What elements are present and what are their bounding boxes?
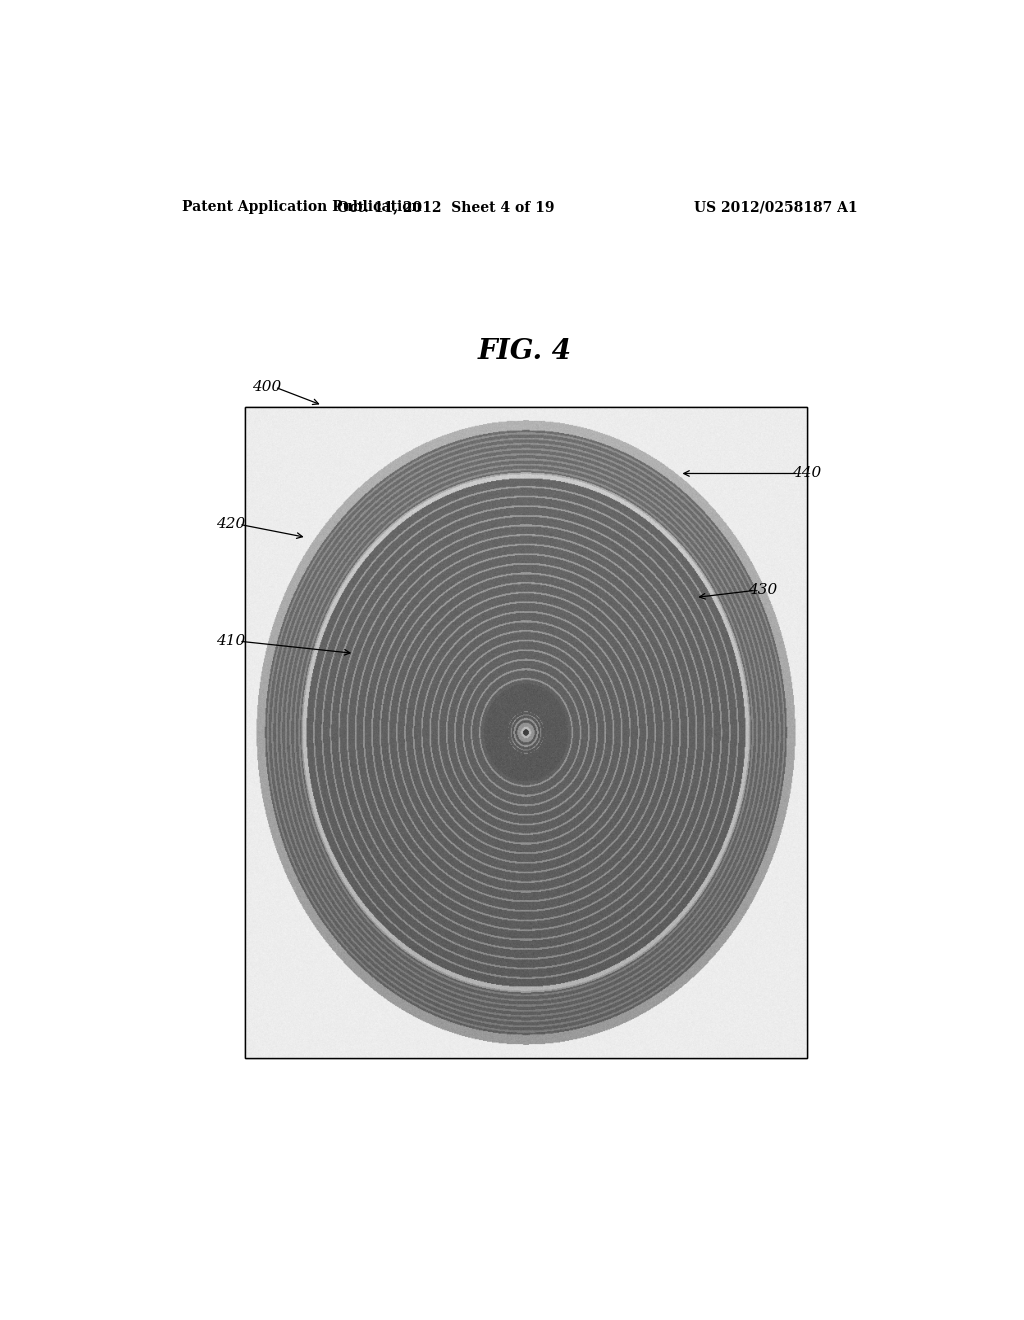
Text: 410: 410 [216, 634, 246, 648]
Text: 400: 400 [252, 380, 282, 395]
Text: 420: 420 [216, 517, 246, 532]
Text: US 2012/0258187 A1: US 2012/0258187 A1 [694, 201, 858, 214]
Text: Patent Application Publication: Patent Application Publication [182, 201, 422, 214]
Text: 430: 430 [749, 583, 777, 598]
Bar [246, 408, 807, 1057]
Bar [246, 408, 807, 1057]
Text: FIG. 4: FIG. 4 [478, 338, 571, 366]
Text: 440: 440 [792, 466, 821, 480]
Text: Oct. 11, 2012  Sheet 4 of 19: Oct. 11, 2012 Sheet 4 of 19 [337, 201, 554, 214]
